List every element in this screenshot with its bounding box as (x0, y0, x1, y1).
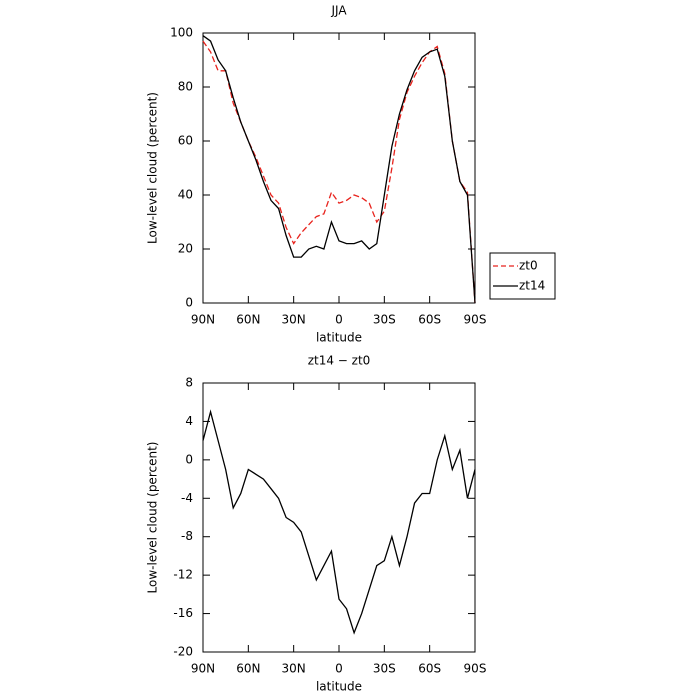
data-line (202, 35, 476, 304)
x-tick-label: 90N (191, 662, 215, 676)
x-tick-label: 30S (373, 313, 396, 327)
y-axis-label: Low-level cloud (percent) (146, 442, 160, 594)
y-tick-label: 100 (170, 26, 193, 40)
x-tick-label: 30S (373, 662, 396, 676)
x-axis-label: latitude (316, 680, 362, 694)
y-tick-label: -12 (173, 568, 193, 582)
y-tick-label: 0 (185, 296, 193, 310)
x-tick-label: 60N (236, 313, 260, 327)
y-tick-label: 4 (185, 414, 193, 428)
x-tick-label: 30N (282, 313, 306, 327)
x-axis-label: latitude (316, 331, 362, 345)
legend-label: zt0 (519, 259, 538, 273)
chart-title: JJA (330, 4, 347, 18)
y-tick-label: 80 (178, 80, 193, 94)
x-tick-label: 60S (418, 662, 441, 676)
y-axis-label: Low-level cloud (percent) (146, 92, 160, 244)
chart-title: zt14 − zt0 (308, 354, 371, 368)
x-tick-label: 90N (191, 313, 215, 327)
x-tick-label: 60N (236, 662, 260, 676)
y-tick-label: 40 (178, 188, 193, 202)
y-tick-label: 60 (178, 134, 193, 148)
x-tick-label: 0 (335, 662, 343, 676)
y-tick-label: -8 (181, 529, 193, 543)
plot-frame (202, 32, 476, 304)
legend-label: zt14 (519, 279, 545, 293)
y-tick-label: 20 (178, 242, 193, 256)
data-line (202, 409, 476, 635)
x-tick-label: 90S (464, 313, 487, 327)
x-tick-label: 60S (418, 313, 441, 327)
x-tick-label: 0 (335, 313, 343, 327)
y-tick-label: 0 (185, 452, 193, 466)
legend-box (489, 252, 556, 300)
x-tick-label: 30N (282, 662, 306, 676)
plot-frame (202, 382, 476, 653)
y-tick-label: -16 (173, 606, 193, 620)
y-tick-label: -4 (181, 491, 193, 505)
y-tick-label: 8 (185, 376, 193, 390)
data-line (202, 40, 476, 304)
y-tick-label: -20 (173, 645, 193, 659)
x-tick-label: 90S (464, 662, 487, 676)
